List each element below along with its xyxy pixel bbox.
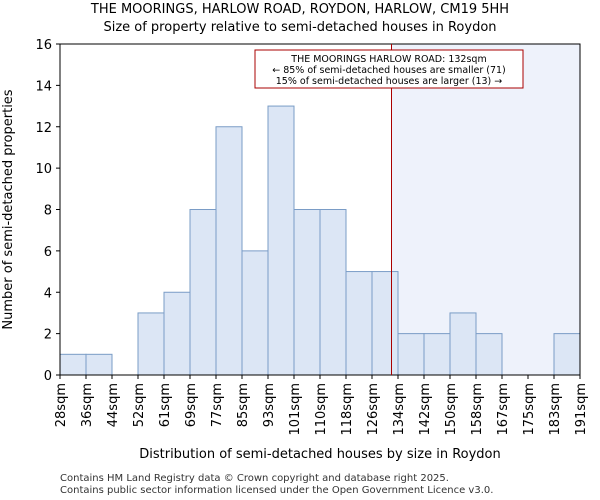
bar bbox=[163, 291, 191, 376]
x-tick-label: 167sqm bbox=[496, 383, 511, 436]
annotation-line-1: THE MOORINGS HARLOW ROAD: 132sqm bbox=[290, 54, 486, 65]
y-tick-label: 16 bbox=[35, 38, 52, 53]
bar bbox=[85, 353, 113, 376]
footer-licence: Contains public sector information licen… bbox=[60, 485, 494, 496]
annotation-line-3: 15% of semi-detached houses are larger (… bbox=[276, 76, 503, 87]
bar bbox=[189, 209, 217, 376]
bar bbox=[397, 333, 425, 376]
bar bbox=[345, 271, 373, 376]
x-tick-label: 175sqm bbox=[522, 383, 537, 436]
y-tick-label: 2 bbox=[44, 328, 52, 343]
annotation-line-2: ← 85% of semi-detached houses are smalle… bbox=[272, 65, 506, 76]
bar bbox=[319, 209, 347, 376]
bar bbox=[293, 209, 321, 376]
x-tick-label: 134sqm bbox=[392, 383, 407, 436]
footer-copyright: Contains HM Land Registry data © Crown c… bbox=[60, 473, 449, 484]
bar bbox=[137, 312, 165, 376]
x-tick-label: 110sqm bbox=[314, 383, 329, 436]
x-tick-label: 183sqm bbox=[548, 383, 563, 436]
x-tick-label: 191sqm bbox=[574, 383, 589, 436]
bar bbox=[241, 250, 269, 376]
x-tick-label: 142sqm bbox=[418, 383, 433, 436]
y-tick-label: 8 bbox=[44, 204, 52, 219]
x-tick-label: 101sqm bbox=[288, 383, 303, 436]
x-tick-label: 118sqm bbox=[340, 383, 355, 436]
x-tick-label: 93sqm bbox=[262, 383, 277, 427]
x-tick-label: 126sqm bbox=[366, 383, 381, 436]
x-tick-label: 36sqm bbox=[80, 383, 95, 427]
y-tick-label: 14 bbox=[35, 79, 52, 94]
y-axis-label: Number of semi-detached properties bbox=[1, 89, 16, 329]
y-tick-label: 4 bbox=[44, 286, 52, 301]
bar bbox=[475, 333, 503, 376]
y-tick-label: 12 bbox=[35, 121, 52, 136]
bar bbox=[423, 333, 451, 376]
x-tick-label: 158sqm bbox=[470, 383, 485, 436]
bar bbox=[267, 105, 295, 376]
bar bbox=[215, 126, 243, 376]
annotation-box bbox=[254, 49, 524, 89]
x-tick-label: 77sqm bbox=[210, 383, 225, 427]
x-tick-label: 85sqm bbox=[236, 383, 251, 427]
chart-title: THE MOORINGS, HARLOW ROAD, ROYDON, HARLO… bbox=[90, 2, 510, 17]
y-tick-label: 6 bbox=[44, 245, 52, 260]
bar bbox=[449, 312, 477, 376]
x-tick-label: 69sqm bbox=[184, 383, 199, 427]
bar bbox=[59, 353, 87, 376]
y-tick-label: 10 bbox=[35, 162, 52, 177]
x-tick-label: 52sqm bbox=[132, 383, 147, 427]
x-axis-label: Distribution of semi-detached houses by … bbox=[139, 447, 501, 462]
larger-region-shade bbox=[391, 44, 580, 375]
bar bbox=[371, 271, 399, 376]
x-tick-label: 61sqm bbox=[158, 383, 173, 427]
y-tick-label: 0 bbox=[44, 369, 52, 384]
x-tick-label: 44sqm bbox=[106, 383, 121, 427]
chart-subtitle: Size of property relative to semi-detach… bbox=[103, 20, 497, 35]
chart-area: 0 2 4 6 8 10 12 14 16 28sqm 36sqm 44sqm 52sqm 61sqm 69… bbox=[1, 38, 589, 462]
x-tick-label: 28sqm bbox=[54, 383, 69, 427]
bar bbox=[553, 333, 581, 376]
x-tick-label: 150sqm bbox=[444, 383, 459, 436]
